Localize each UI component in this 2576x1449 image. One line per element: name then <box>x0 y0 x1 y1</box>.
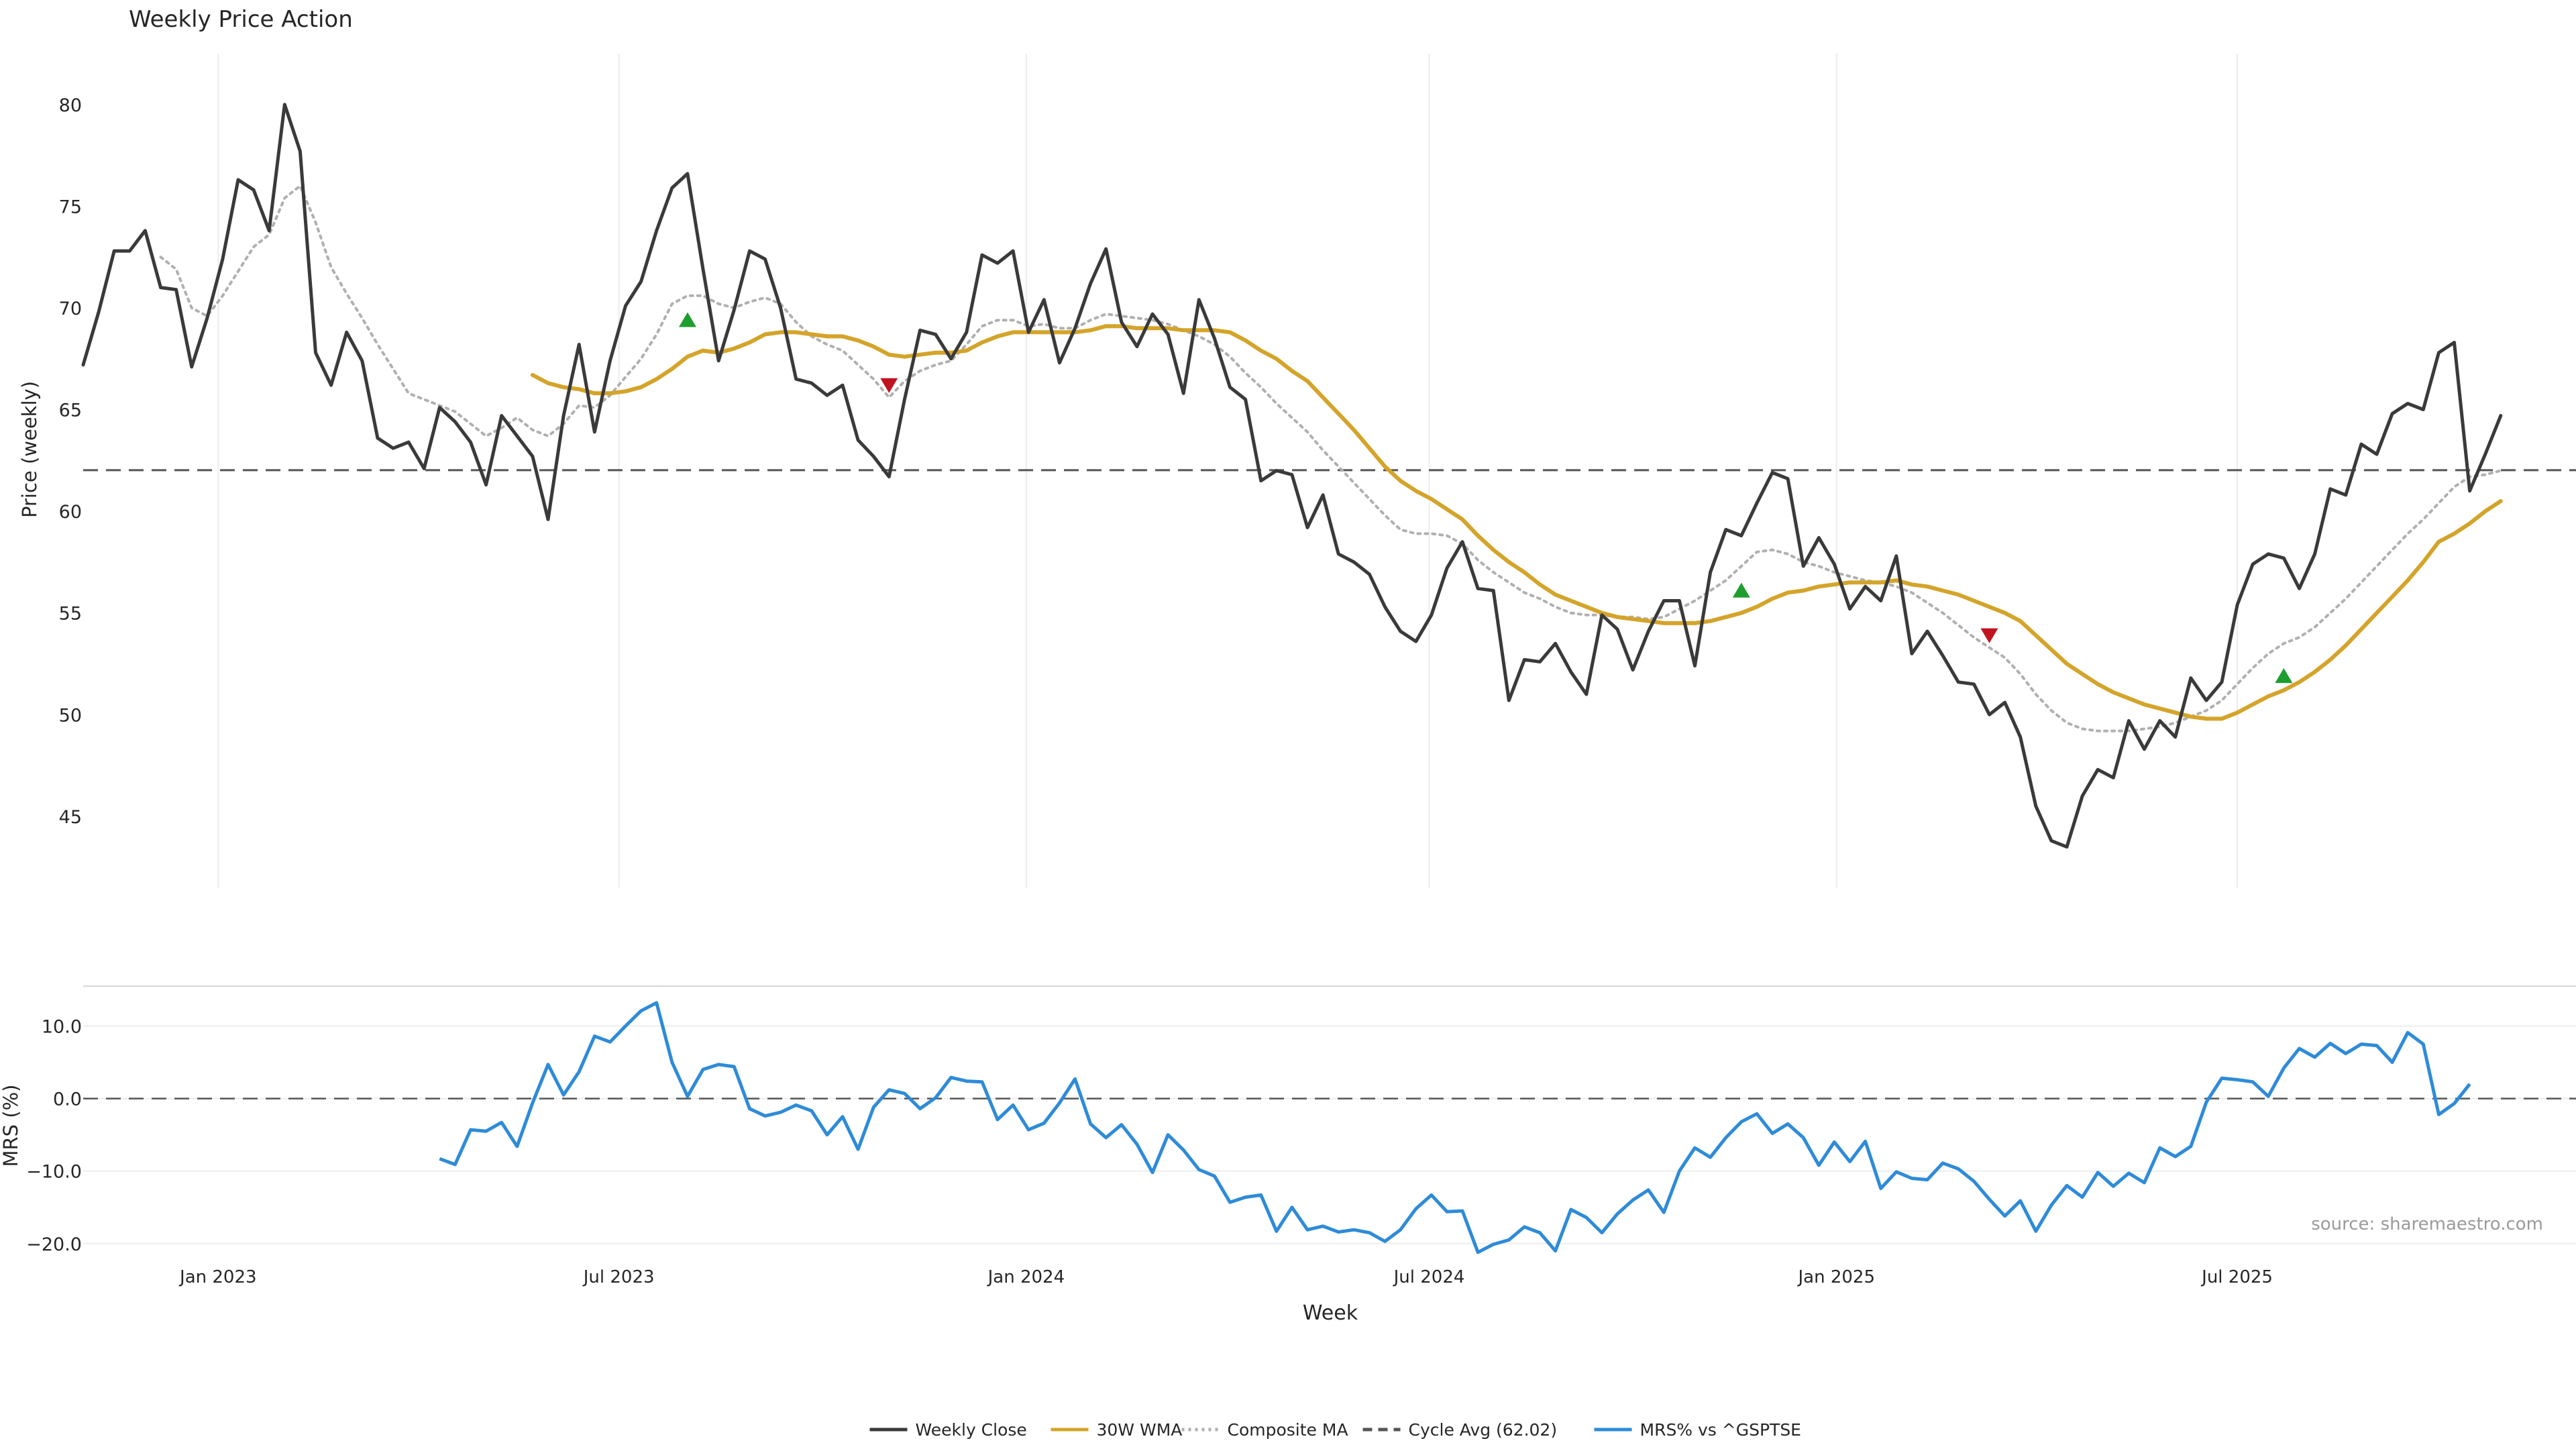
mrs-y-axis-label: MRS (%) <box>0 1085 22 1167</box>
x-tick-label: Jul 2024 <box>1393 1267 1465 1287</box>
mrs-y-ticks: −20.0 −10.0 0.0 10.0 <box>26 1016 82 1254</box>
composite-ma-line <box>159 184 2502 733</box>
x-tick-label: Jan 2023 <box>178 1267 257 1287</box>
x-ticks: Jan 2023 Jul 2023 Jan 2024 Jul 2024 Jan 2025… <box>178 1267 2273 1287</box>
x-tick-label: Jan 2025 <box>1796 1267 1875 1287</box>
sell-signal-marker <box>1980 628 1998 643</box>
mrs-series <box>439 1001 2471 1254</box>
legend-label: 30W WMA <box>1097 1420 1183 1440</box>
price-y-tick-label: 80 <box>59 95 82 116</box>
price-y-axis-label: Price (weekly) <box>18 381 41 518</box>
mrs-y-tick-label: 10.0 <box>42 1016 82 1037</box>
sell-signal-marker <box>880 378 898 393</box>
x-axis-label: Week <box>1303 1301 1358 1325</box>
legend-item: Weekly Close <box>869 1420 1027 1440</box>
legend-label: Weekly Close <box>916 1420 1027 1440</box>
legend-item: MRS% vs ^GSPTSE <box>1594 1420 1801 1440</box>
price-y-tick-label: 75 <box>59 197 82 217</box>
price-y-tick-label: 70 <box>59 299 82 319</box>
price-y-ticks: 45 50 55 60 65 70 75 80 <box>59 95 82 828</box>
source-note: source: sharemaestro.com <box>2311 1214 2543 1234</box>
weekly-close-line <box>81 103 2503 849</box>
x-tick-label: Jul 2023 <box>582 1267 655 1287</box>
legend-label: Composite MA <box>1228 1420 1348 1440</box>
price-y-tick-label: 65 <box>59 400 82 421</box>
buy-signal-marker <box>678 312 696 327</box>
x-tick-label: Jan 2024 <box>987 1267 1065 1287</box>
legend-item: 30W WMA <box>1051 1420 1183 1440</box>
price-y-tick-label: 55 <box>59 604 82 625</box>
buy-signal-marker <box>1732 582 1750 598</box>
price-y-tick-label: 50 <box>59 705 82 726</box>
price-y-tick-label: 45 <box>59 807 82 828</box>
wma-30w-line <box>530 324 2503 721</box>
x-tick-label: Jul 2025 <box>2200 1267 2273 1287</box>
mrs-y-tick-label: −20.0 <box>26 1234 82 1255</box>
legend-item: Composite MA <box>1181 1420 1348 1440</box>
price-series <box>81 103 2503 849</box>
legend: Weekly Close 30W WMA Composite MA Cycle Avg… <box>869 1420 1801 1440</box>
mrs-y-tick-label: −10.0 <box>26 1162 82 1183</box>
signal-markers <box>678 312 2293 684</box>
price-y-tick-label: 60 <box>59 502 82 523</box>
legend-label: Cycle Avg (62.02) <box>1409 1420 1558 1440</box>
legend-label: MRS% vs ^GSPTSE <box>1640 1420 1801 1440</box>
mrs-y-tick-label: 0.0 <box>53 1089 82 1110</box>
legend-item: Cycle Avg (62.02) <box>1362 1420 1558 1440</box>
mrs-line <box>439 1001 2471 1254</box>
buy-signal-marker <box>2275 668 2293 684</box>
chart-title: Weekly Price Action <box>129 6 353 33</box>
